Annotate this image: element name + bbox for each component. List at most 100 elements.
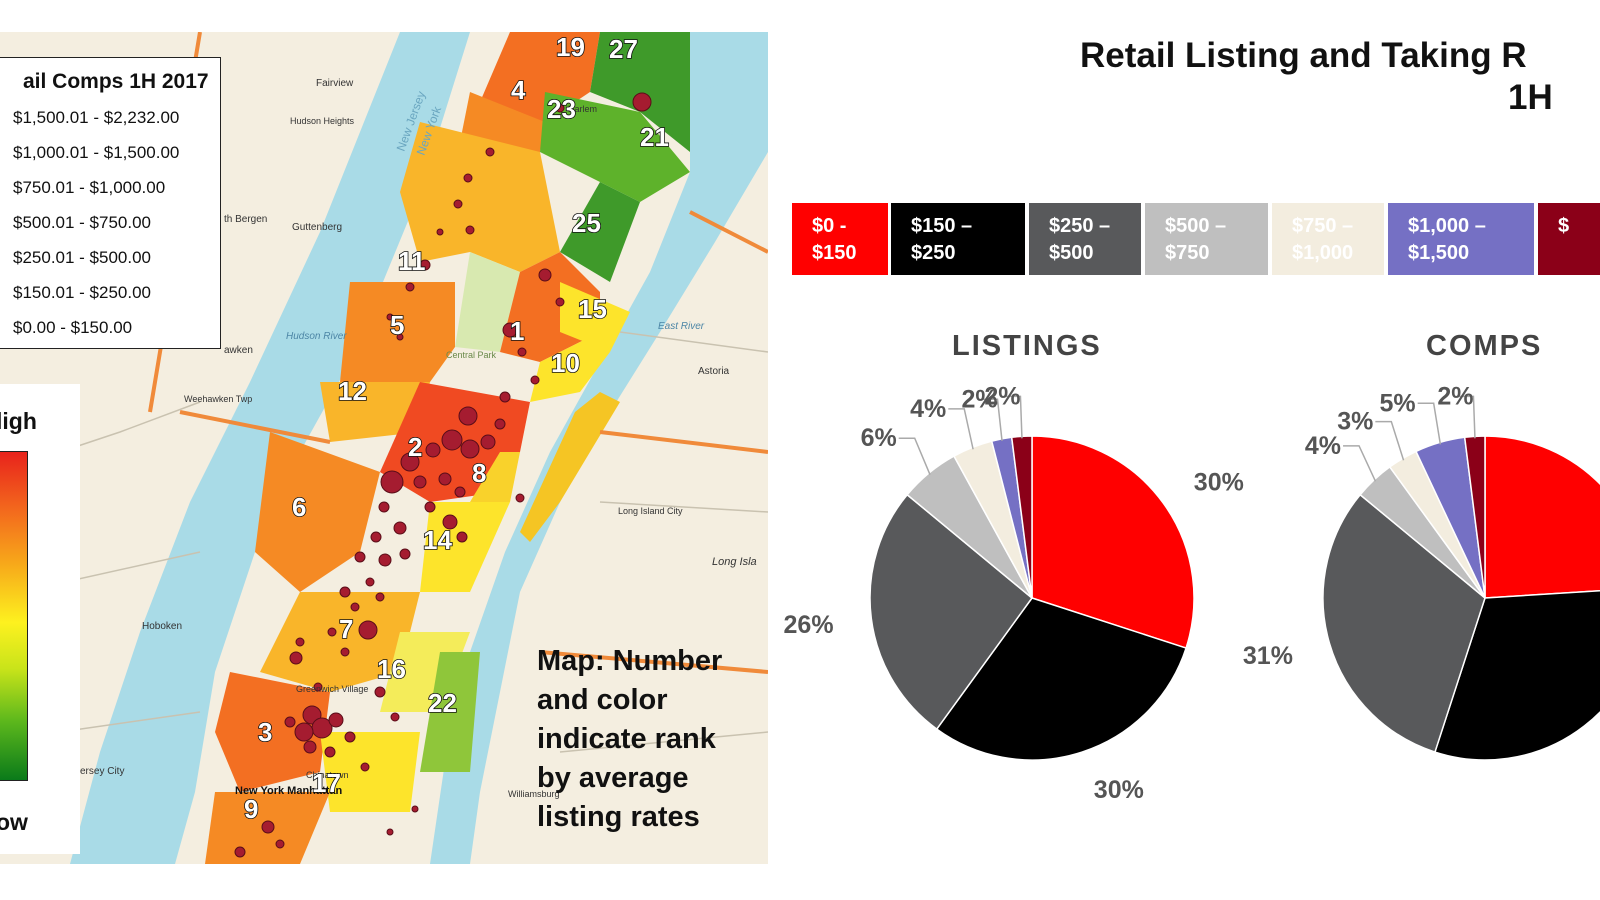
rank-labels: 19 27 4 23 21 25 11 15 5 1 10 12 2 8 6 1… bbox=[243, 32, 670, 825]
pie-data-label: 4% bbox=[1305, 432, 1341, 460]
district-27 bbox=[590, 32, 690, 152]
rank-label: 19 bbox=[556, 32, 585, 62]
swatch-line: $500 – bbox=[1165, 215, 1227, 237]
comps-pie: 31% 4%3%5% 2% bbox=[1243, 382, 1600, 761]
legend-title: ail Comps 1H 2017 bbox=[23, 70, 209, 93]
swatch-line: $150 – bbox=[911, 215, 973, 237]
listing-dot bbox=[555, 297, 565, 307]
listing-dot bbox=[370, 531, 382, 543]
map-caption: Map: Number and color indicate rank by a… bbox=[537, 645, 723, 833]
road-5 bbox=[559, 731, 768, 753]
listing-dot bbox=[405, 282, 415, 292]
rank-label: 5 bbox=[390, 310, 404, 340]
listing-dot bbox=[485, 147, 495, 157]
map-legend: ail Comps 1H 2017 $1,500.01 - $2,232.00 … bbox=[0, 57, 221, 349]
rank-label: 3 bbox=[258, 717, 272, 747]
pie-slice bbox=[1031, 435, 1195, 650]
listing-dot bbox=[328, 712, 344, 728]
swatch-line: $250 – bbox=[1049, 215, 1111, 237]
rank-label: 16 bbox=[377, 654, 406, 684]
listing-dot bbox=[365, 577, 375, 587]
listing-dot bbox=[530, 375, 540, 385]
rank-label: 4 bbox=[511, 75, 526, 105]
pie-leader-line bbox=[1417, 402, 1442, 445]
listing-dot bbox=[441, 429, 463, 451]
pie-leader-line bbox=[981, 398, 1003, 441]
district-8 bbox=[470, 452, 520, 502]
pie-leader-line bbox=[1457, 395, 1476, 439]
pie-slice bbox=[1322, 493, 1486, 754]
listing-dot bbox=[393, 521, 407, 535]
pie-leader-line bbox=[898, 437, 931, 476]
manhattan-districts bbox=[205, 32, 690, 864]
rank-label: 27 bbox=[609, 34, 638, 64]
rank-label: 23 bbox=[547, 94, 576, 124]
place-label-astoria: Astoria bbox=[698, 366, 730, 377]
listing-dot bbox=[375, 592, 385, 602]
pie-data-label: 30% bbox=[1194, 468, 1244, 496]
road-6 bbox=[619, 331, 768, 353]
pie-data-label: 2% bbox=[1437, 382, 1473, 410]
pie-slice bbox=[869, 493, 1034, 731]
rank-label: 14 bbox=[423, 525, 452, 555]
listing-dot bbox=[261, 820, 275, 834]
rank-label: 25 bbox=[572, 208, 601, 238]
listing-dot bbox=[480, 434, 496, 450]
listing-dot bbox=[396, 333, 404, 341]
listing-dot bbox=[425, 442, 441, 458]
swatch-750-1000: $750 – $1,000 bbox=[1272, 203, 1384, 275]
rank-label: 6 bbox=[292, 492, 306, 522]
listing-dot bbox=[289, 651, 303, 665]
listing-dot bbox=[538, 268, 552, 282]
district-14 bbox=[420, 502, 510, 592]
listing-dot bbox=[436, 228, 444, 236]
rank-label: 2 bbox=[408, 432, 422, 462]
district-17 bbox=[320, 732, 420, 812]
manhattan-map: Fairview Hudson Heights Guttenberg th Be… bbox=[0, 32, 768, 864]
legend-item: $250.01 - $500.00 bbox=[13, 248, 152, 267]
listing-dot bbox=[354, 551, 366, 563]
road-3 bbox=[59, 711, 201, 733]
listing-dot bbox=[324, 746, 336, 758]
district-10 bbox=[530, 332, 610, 402]
listing-dot bbox=[386, 828, 394, 836]
legend-item: $0.00 - $150.00 bbox=[13, 318, 133, 337]
listing-dot bbox=[465, 225, 475, 235]
pie-leader-line bbox=[948, 408, 974, 450]
pie-data-label: 2% bbox=[984, 382, 1020, 410]
pie-data-label: 30% bbox=[1094, 776, 1144, 804]
pie-charts: 30%30%26%6%4% 2%2% 31%4%3%5% 2% bbox=[784, 382, 1600, 804]
pie-data-label: 26% bbox=[784, 611, 834, 639]
swatch-line: $0 - bbox=[812, 215, 847, 237]
listing-dot bbox=[378, 501, 390, 513]
place-label-hudson-river: Hudson River bbox=[286, 331, 347, 342]
listing-dot bbox=[419, 259, 431, 271]
listing-dot bbox=[454, 486, 466, 498]
listing-dot bbox=[374, 686, 386, 698]
rank-label: 9 bbox=[244, 794, 258, 824]
pie-data-label: 4% bbox=[910, 395, 946, 423]
swatch-0-150: $0 - $150 bbox=[792, 203, 888, 275]
rank-label: 12 bbox=[338, 376, 367, 406]
swatch-500-750: $500 – $750 bbox=[1145, 203, 1268, 275]
place-label-long-island-city: Long Island City bbox=[618, 506, 683, 516]
swatch-line: $1,000 bbox=[1292, 242, 1354, 264]
place-label-guttenberg: Guttenberg bbox=[292, 222, 342, 233]
rank-label: 10 bbox=[551, 348, 580, 378]
rank-label: 21 bbox=[640, 122, 669, 152]
legend-item: $750.01 - $1,000.00 bbox=[13, 178, 166, 197]
district-7 bbox=[260, 592, 420, 692]
place-label-williamsburg: Williamsburg bbox=[508, 789, 560, 799]
pie-slice bbox=[1433, 590, 1600, 761]
listing-dot bbox=[494, 418, 506, 430]
rank-label: 11 bbox=[398, 246, 426, 276]
place-label-north-bergen: th Bergen bbox=[224, 214, 267, 225]
highway-east bbox=[689, 210, 768, 254]
place-label-hudson-heights: Hudson Heights bbox=[290, 116, 355, 126]
listing-dot bbox=[413, 475, 427, 489]
pie-data-label: 2% bbox=[961, 385, 997, 413]
listing-dot bbox=[515, 493, 525, 503]
listing-dot bbox=[517, 347, 527, 357]
listing-dot bbox=[275, 839, 285, 849]
pie-leader-line bbox=[1004, 395, 1023, 439]
